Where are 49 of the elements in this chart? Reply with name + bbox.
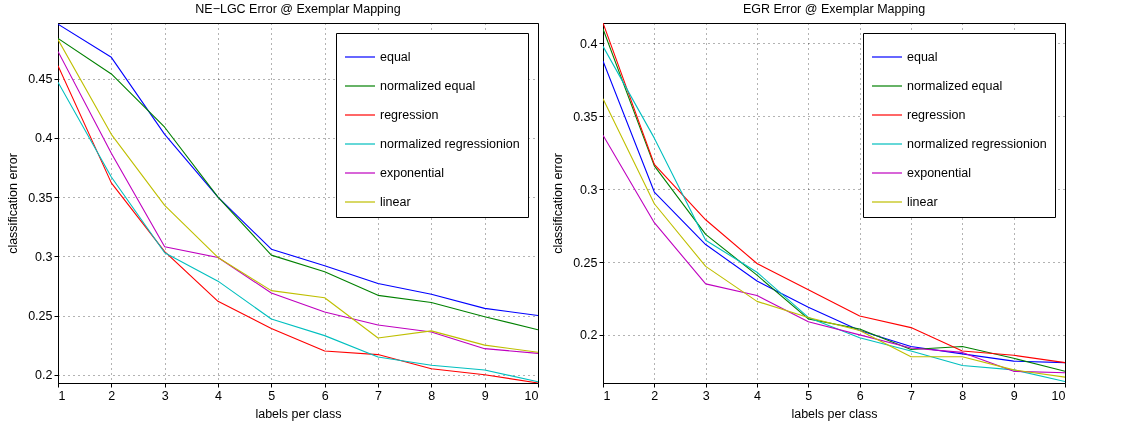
x-tick-label: 8: [428, 388, 436, 403]
legend-label: normalized equal: [380, 79, 476, 93]
y-tick-label: 0.2: [35, 368, 53, 383]
legend-label: linear: [907, 195, 938, 209]
legend-label: equal: [907, 50, 938, 64]
y-tick-label: 0.35: [28, 190, 53, 205]
chart-title: EGR Error @ Exemplar Mapping: [742, 1, 926, 16]
x-tick-label: 10: [524, 388, 539, 403]
x-tick-label: 9: [481, 388, 489, 403]
legend-label: normalized equal: [907, 79, 1003, 93]
x-tick-label: 7: [375, 388, 383, 403]
legend-label: normalized regressionion: [380, 137, 520, 151]
x-tick-label: 2: [651, 388, 659, 403]
x-axis-title: labels per class: [255, 407, 342, 421]
x-tick-label: 4: [215, 388, 223, 403]
y-tick-label: 0.3: [35, 249, 53, 264]
x-tick-label: 1: [58, 388, 66, 403]
x-tick-label: 6: [321, 388, 329, 403]
y-tick-label: 0.45: [28, 72, 53, 87]
legend-label: equal: [380, 50, 411, 64]
x-tick-label: 5: [268, 388, 276, 403]
x-tick-label: 7: [908, 388, 916, 403]
x-tick-label: 1: [603, 388, 611, 403]
y-tick-label: 0.25: [573, 255, 598, 270]
chart-title: NE−LGC Error @ Exemplar Mapping: [195, 1, 401, 16]
y-axis-title: classification error: [551, 153, 566, 254]
legend-label: exponential: [380, 166, 444, 180]
x-tick-label: 5: [805, 388, 813, 403]
y-tick-label: 0.4: [580, 36, 598, 51]
legend-label: normalized regressionion: [907, 137, 1047, 151]
y-tick-label: 0.25: [28, 309, 53, 323]
y-tick-label: 0.2: [580, 328, 598, 343]
legend-label: regression: [907, 108, 966, 122]
x-tick-label: 9: [1010, 388, 1018, 403]
y-axis-title: classification error: [6, 153, 21, 254]
x-tick-label: 3: [702, 388, 710, 403]
y-tick-label: 0.35: [573, 109, 598, 124]
y-tick-label: 0.4: [35, 131, 53, 146]
x-tick-label: 3: [161, 388, 169, 403]
x-tick-label: 10: [1051, 388, 1066, 403]
x-axis-title: labels per class: [791, 407, 878, 421]
legend-label: linear: [380, 195, 411, 209]
x-tick-label: 2: [108, 388, 116, 403]
x-tick-label: 6: [856, 388, 864, 403]
y-tick-label: 0.3: [580, 182, 598, 197]
x-tick-label: 8: [959, 388, 967, 403]
x-tick-label: 4: [754, 388, 762, 403]
legend-label: exponential: [907, 166, 971, 180]
legend-label: regression: [380, 108, 439, 122]
